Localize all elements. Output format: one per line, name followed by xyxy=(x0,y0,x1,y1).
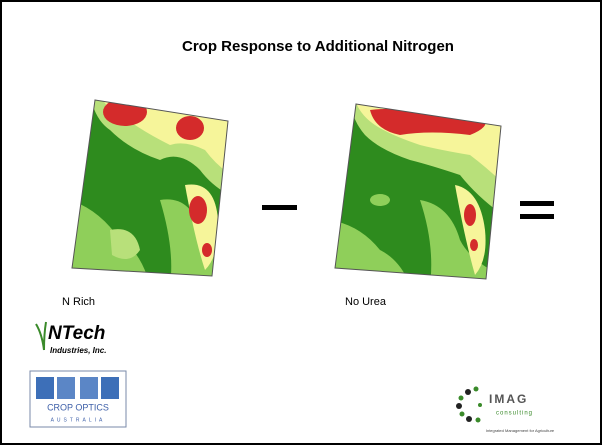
imag-name: IMAG xyxy=(489,392,528,406)
ntech-icon xyxy=(35,321,47,351)
crop-optics-panel xyxy=(101,377,119,399)
map-label: No Urea xyxy=(345,296,387,308)
ntech-subtitle: Industries, Inc. xyxy=(50,346,106,355)
crop-optics-panel xyxy=(57,377,75,399)
ntech-name: NTech xyxy=(48,323,105,344)
map-n-rich xyxy=(72,100,228,276)
crop-optics-country: AUSTRALIA xyxy=(51,417,106,423)
imag-tagline: Integrated Management for Agriculture xyxy=(486,428,555,433)
map-outline xyxy=(334,103,502,280)
map-label: N Rich xyxy=(62,296,95,308)
crop-optics-panel xyxy=(80,377,98,399)
map-outline xyxy=(71,99,229,277)
imag-subtitle: consulting xyxy=(496,411,533,417)
slide-title: Crop Response to Additional Nitrogen xyxy=(182,38,454,55)
crop-optics-name: CROP OPTICS xyxy=(47,402,109,412)
imag-icon xyxy=(456,386,482,423)
equals-sign xyxy=(520,214,554,219)
equals-sign xyxy=(520,201,554,206)
minus-sign xyxy=(262,205,297,210)
crop-optics-panel xyxy=(36,377,54,399)
map-no-urea xyxy=(335,104,501,279)
